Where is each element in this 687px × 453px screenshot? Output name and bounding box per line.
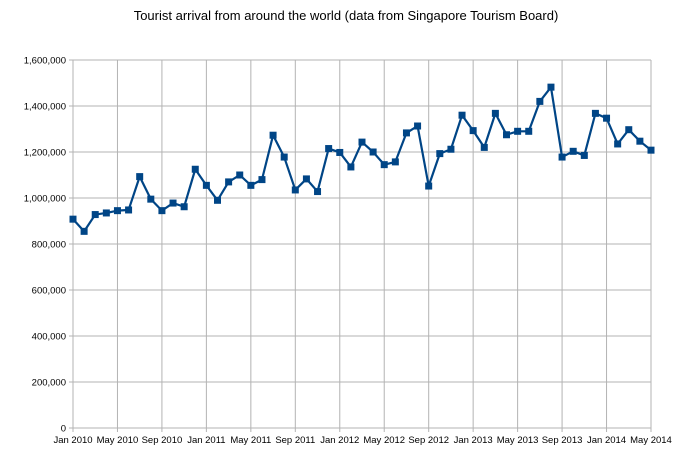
axes bbox=[72, 60, 651, 429]
data-point bbox=[247, 181, 255, 189]
y-tick-label: 1,600,000 bbox=[24, 56, 66, 67]
x-tick-label: Sep 2010 bbox=[142, 435, 183, 446]
data-point bbox=[614, 140, 622, 148]
data-point bbox=[291, 186, 299, 194]
data-point bbox=[180, 203, 188, 211]
data-point bbox=[436, 150, 444, 158]
x-tick-labels: Jan 2010 May 2010 Sep 2010 Jan 2011 May 2011… bbox=[53, 435, 671, 446]
data-point bbox=[69, 215, 77, 223]
x-tick-label: May 2013 bbox=[497, 435, 539, 446]
data-point bbox=[113, 207, 121, 215]
data-point bbox=[558, 153, 566, 161]
y-tick-label: 1,400,000 bbox=[24, 102, 66, 113]
x-tick-label: Jan 2011 bbox=[187, 435, 225, 446]
data-point bbox=[525, 127, 533, 135]
data-point bbox=[91, 211, 99, 219]
data-point bbox=[625, 126, 633, 134]
data-point bbox=[125, 206, 133, 214]
data-point bbox=[302, 175, 310, 183]
data-point bbox=[447, 145, 455, 153]
data-point bbox=[358, 138, 366, 146]
data-point bbox=[269, 131, 277, 139]
x-tick-label: May 2012 bbox=[363, 435, 405, 446]
y-tick-label: 600,000 bbox=[32, 286, 66, 297]
data-point bbox=[402, 129, 410, 137]
x-tick-label: May 2014 bbox=[630, 435, 672, 446]
chart-title: Tourist arrival from around the world (d… bbox=[134, 8, 559, 23]
x-tick-label: Sep 2011 bbox=[275, 435, 315, 446]
data-point bbox=[336, 148, 344, 156]
x-tick-label: Sep 2013 bbox=[542, 435, 583, 446]
data-point bbox=[225, 178, 233, 186]
data-point bbox=[102, 209, 110, 217]
data-point bbox=[547, 83, 555, 91]
data-point bbox=[391, 158, 399, 166]
series-layer bbox=[69, 83, 655, 235]
data-point bbox=[536, 97, 544, 105]
data-point bbox=[569, 147, 577, 155]
data-point bbox=[469, 127, 477, 135]
data-point bbox=[603, 114, 611, 122]
data-point bbox=[458, 111, 466, 119]
data-point bbox=[514, 127, 522, 135]
data-point bbox=[214, 196, 221, 204]
x-tick-label: Jan 2013 bbox=[454, 435, 493, 446]
y-tick-label: 0 bbox=[61, 424, 66, 435]
y-tick-label: 400,000 bbox=[32, 332, 66, 343]
data-point bbox=[425, 182, 433, 190]
x-tick-label: Jan 2014 bbox=[587, 435, 626, 446]
y-tick-label: 1,200,000 bbox=[24, 148, 66, 159]
data-point bbox=[236, 171, 244, 179]
data-point bbox=[80, 227, 88, 235]
data-point bbox=[136, 173, 144, 181]
data-point bbox=[202, 181, 210, 189]
data-point bbox=[480, 143, 488, 151]
x-tick-label: Jan 2012 bbox=[320, 435, 359, 446]
data-point bbox=[580, 151, 588, 159]
data-point bbox=[280, 153, 288, 161]
data-point bbox=[369, 148, 377, 156]
x-tick-label: Jan 2010 bbox=[53, 435, 92, 446]
y-tick-label: 1,000,000 bbox=[24, 194, 66, 205]
data-point bbox=[147, 195, 155, 203]
data-point bbox=[314, 188, 322, 196]
data-point bbox=[491, 109, 499, 117]
data-point bbox=[347, 163, 355, 171]
x-tick-label: Sep 2012 bbox=[408, 435, 449, 446]
x-tick-label: May 2011 bbox=[230, 435, 271, 446]
data-point bbox=[591, 109, 599, 117]
data-point bbox=[169, 199, 177, 207]
data-point bbox=[636, 137, 644, 145]
y-tick-labels: 0 200,000 400,000 600,000 800,000 1,000,000 1,… bbox=[24, 56, 66, 435]
data-point bbox=[380, 161, 388, 169]
data-point bbox=[258, 176, 266, 184]
x-tick-label: May 2010 bbox=[97, 435, 139, 446]
grid-lines bbox=[69, 59, 652, 432]
data-point bbox=[158, 207, 166, 215]
data-point bbox=[191, 165, 199, 173]
y-tick-label: 200,000 bbox=[32, 378, 66, 389]
data-point bbox=[503, 131, 510, 139]
y-tick-label: 800,000 bbox=[32, 240, 66, 251]
data-point bbox=[647, 146, 655, 154]
data-point bbox=[325, 145, 333, 153]
data-point bbox=[414, 122, 422, 130]
